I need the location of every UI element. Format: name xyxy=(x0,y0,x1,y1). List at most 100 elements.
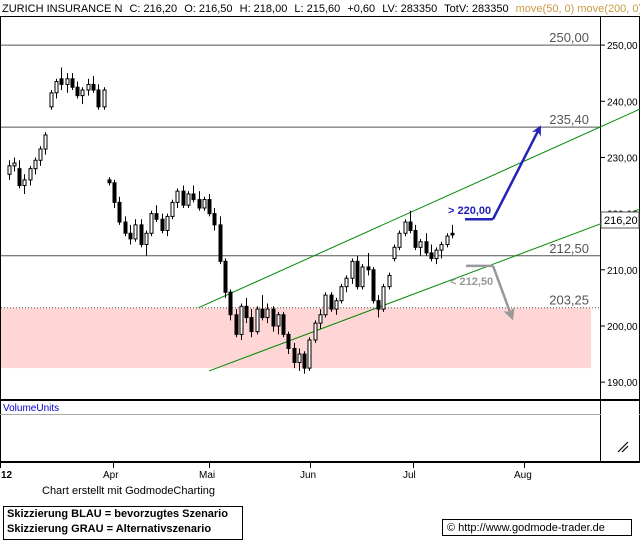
copyright-icon: © xyxy=(447,522,456,534)
candle-body xyxy=(424,241,429,254)
candle-body xyxy=(355,260,360,288)
candle xyxy=(339,283,344,304)
candle-body xyxy=(202,199,207,209)
volume-panel-frame xyxy=(0,400,640,462)
candle-body xyxy=(149,213,154,234)
candle xyxy=(49,90,54,110)
candle-body xyxy=(366,266,371,271)
candle-body xyxy=(429,252,434,260)
chart-credit: Chart erstellt mit GodmodeCharting xyxy=(42,485,216,497)
legend-grey: Skizzierung GRAU = Alternativszenario xyxy=(7,523,212,535)
resize-handle-icon[interactable] xyxy=(617,441,629,453)
candle xyxy=(202,196,207,211)
candle-body xyxy=(33,159,38,170)
candle-body xyxy=(22,179,27,187)
candle xyxy=(139,219,144,248)
candle xyxy=(133,219,138,242)
candle xyxy=(91,75,96,93)
candle-body xyxy=(117,201,122,223)
candle xyxy=(228,289,233,321)
candle-body xyxy=(154,213,159,220)
candle xyxy=(197,191,202,211)
header-open: O: 216,50 xyxy=(184,3,232,15)
candle-body xyxy=(181,190,186,206)
candle-body xyxy=(54,81,59,94)
scenario-grey: < 212,50 xyxy=(450,264,515,321)
candle-body xyxy=(65,78,70,85)
candle xyxy=(366,252,371,276)
candle-body xyxy=(434,249,439,260)
scenario-blue: > 220,00 xyxy=(448,125,542,221)
candle xyxy=(117,196,122,225)
candle xyxy=(418,238,423,256)
candle xyxy=(350,258,355,284)
candle-body xyxy=(133,224,138,240)
header-high: H: 218,00 xyxy=(240,3,288,15)
candle-body xyxy=(371,269,376,302)
candle xyxy=(165,213,170,237)
candle xyxy=(408,210,413,234)
candle xyxy=(271,306,276,332)
candle-body xyxy=(107,179,112,184)
candle xyxy=(191,185,196,203)
candle xyxy=(123,216,128,237)
y-tick-label: 240,00 xyxy=(607,97,638,108)
candle xyxy=(302,351,307,374)
candle-body xyxy=(286,333,291,349)
candle-body xyxy=(292,347,297,363)
candle-body xyxy=(191,193,196,201)
candle xyxy=(445,233,450,248)
candle-body xyxy=(170,201,175,217)
candle-body xyxy=(329,294,334,310)
candle-body xyxy=(96,89,101,108)
x-tick-label: Mai xyxy=(199,470,215,481)
candle-body xyxy=(207,199,212,215)
candle-body xyxy=(165,215,170,231)
level-label: 212,50 xyxy=(549,241,589,256)
candle-body xyxy=(186,193,191,206)
candle xyxy=(381,283,386,312)
candle-body xyxy=(381,286,386,310)
candle xyxy=(439,241,444,259)
candle xyxy=(102,87,107,110)
candle xyxy=(392,244,397,262)
candle xyxy=(244,297,249,324)
candle xyxy=(181,185,186,208)
last-price-label: 216,20 xyxy=(604,215,638,227)
candle-body xyxy=(128,232,133,240)
candle xyxy=(344,275,349,293)
source-url: http://www.godmode-trader.de xyxy=(458,522,605,534)
candle-body xyxy=(17,168,22,187)
candle-body xyxy=(102,89,107,108)
candle xyxy=(329,292,334,312)
candle-body xyxy=(160,218,165,231)
candle-body xyxy=(139,224,144,246)
y-tick-label: 190,00 xyxy=(607,378,638,389)
candle xyxy=(154,205,159,223)
candle xyxy=(376,295,381,318)
candle-body xyxy=(445,235,450,246)
scenario-grey-arrow xyxy=(491,265,515,321)
candle-body xyxy=(313,322,318,341)
candle xyxy=(360,264,365,290)
candle-body xyxy=(123,221,128,234)
candle xyxy=(286,331,291,355)
candle xyxy=(170,199,175,220)
candle-body xyxy=(344,277,349,288)
horizontal-levels: 250,00 235,40 212,50 203,25 xyxy=(1,30,600,309)
candle-body xyxy=(86,83,91,91)
candle-body xyxy=(408,221,413,231)
candle-body xyxy=(197,199,202,209)
candle xyxy=(397,230,402,251)
x-tick-label: Aug xyxy=(514,470,532,481)
candle xyxy=(43,132,48,155)
candle xyxy=(281,311,286,338)
candle-body xyxy=(7,165,12,175)
header-name: ZURICH INSURANCE N xyxy=(2,3,122,15)
time-axis: 12 Apr Mai Jun Jul Aug xyxy=(0,462,532,481)
candle-body xyxy=(75,86,80,97)
scenario-grey-label: < 212,50 xyxy=(450,276,493,288)
x-tick-label: Jun xyxy=(300,470,316,481)
candle-body xyxy=(418,241,423,248)
